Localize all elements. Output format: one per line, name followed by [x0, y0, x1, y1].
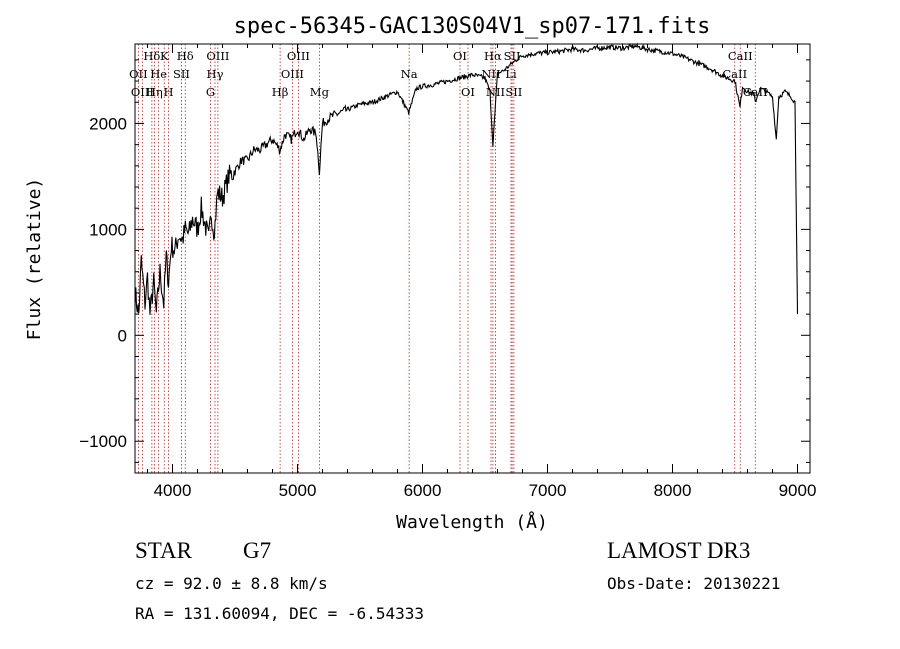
line-marker-label: OI: [453, 49, 467, 63]
line-marker-label: Hη: [146, 85, 163, 99]
y-tick-label: 0: [118, 326, 127, 345]
line-marker-label: Hβ: [272, 85, 289, 99]
line-marker-label: CaII: [722, 67, 747, 81]
x-tick-label: 6000: [404, 481, 442, 500]
spectrum-series-line: [134, 42, 799, 315]
y-axis-label: Flux (relative): [24, 178, 45, 341]
line-marker-label: SII: [504, 49, 521, 63]
x-tick-label: 4000: [154, 481, 192, 500]
plot-frame: [134, 43, 811, 474]
line-marker-label: OII: [129, 67, 148, 81]
line-marker-label: NII: [481, 67, 500, 81]
line-marker-label: CaII: [728, 49, 753, 63]
y-tick-label: 1000: [89, 220, 127, 239]
x-tick-label: 9000: [779, 481, 817, 500]
observation-date: Obs-Date: 20130221: [607, 574, 781, 593]
line-marker-label: G: [206, 85, 215, 99]
x-tick-label: 8000: [654, 481, 692, 500]
object-class: STAR: [135, 538, 192, 563]
redshift-value: cz = 92.0 ± 8.8 km/s: [135, 574, 328, 593]
line-marker-label: Hδ: [177, 49, 194, 63]
line-marker-label: Mg: [310, 85, 330, 99]
chart-title: spec-56345-GAC130S04V1_sp07-171.fits: [234, 14, 711, 39]
y-tick-label: −1000: [79, 432, 127, 451]
line-marker-label: He: [150, 67, 167, 81]
object-subclass: G7: [243, 538, 272, 563]
x-axis-label: Wavelength (Å): [396, 511, 548, 533]
line-marker-label: Hγ: [207, 67, 224, 81]
line-marker-label: Hα: [484, 49, 502, 63]
line-marker-label: Hδ: [143, 49, 160, 63]
line-marker-label: SII: [173, 67, 190, 81]
line-marker-label: K: [160, 49, 169, 63]
axis-ticks: 4000 5000 6000 7000 8000 9000 −1000 0 1000 2000: [79, 44, 816, 500]
x-tick-label: 7000: [529, 481, 567, 500]
x-tick-label: 5000: [279, 481, 317, 500]
survey-name: LAMOST DR3: [607, 538, 751, 563]
line-marker-label: H: [163, 85, 173, 99]
line-marker-label: OIII: [287, 49, 310, 63]
line-marker-label: OIII: [281, 67, 304, 81]
line-marker-label: OIII: [131, 85, 154, 99]
line-marker-label: SII: [505, 85, 522, 99]
y-tick-label: 2000: [89, 114, 127, 133]
line-marker-label: Li: [505, 67, 517, 81]
coordinates: RA = 131.60094, DEC = -6.54333: [135, 604, 424, 623]
line-marker-label: Na: [401, 67, 418, 81]
line-marker-label: OIII: [206, 49, 229, 63]
line-markers: [137, 44, 756, 473]
line-marker-label: OI: [461, 85, 475, 99]
